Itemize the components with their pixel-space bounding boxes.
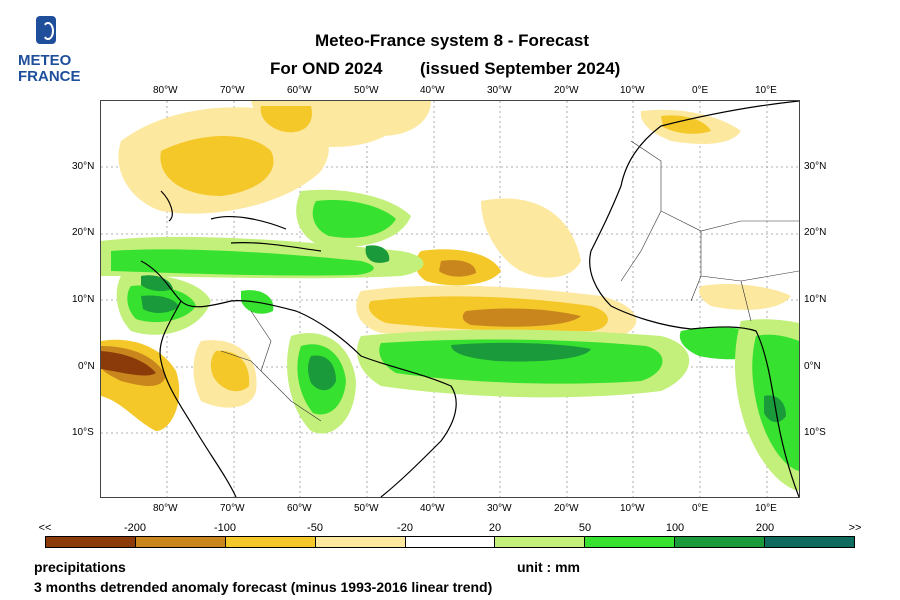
meteo-france-logo: METEO FRANCE: [16, 16, 86, 86]
logo-word-2: FRANCE: [18, 68, 81, 85]
lon-tick-top: 60°W: [287, 85, 312, 96]
dry-region: [351, 101, 431, 136]
dry-region: [260, 106, 312, 133]
wet-region: [451, 342, 591, 362]
lon-tick-top: 50°W: [354, 85, 379, 96]
lat-tick-right: 0°N: [804, 361, 821, 372]
dry-region: [160, 136, 274, 196]
legend-label: 200: [755, 522, 775, 534]
legend-label: -200: [123, 522, 147, 534]
dry-region: [481, 198, 581, 278]
lat-tick-left: 20°N: [72, 227, 95, 238]
legend-swatch: [225, 537, 316, 547]
americas-coast: [140, 190, 457, 498]
legend-swatch: [495, 537, 586, 547]
dry-region: [101, 351, 156, 376]
wet-region: [141, 295, 179, 313]
country-borders: [220, 140, 800, 422]
lat-tick-right: 10°N: [804, 294, 827, 305]
lon-tick-top: 70°W: [220, 85, 245, 96]
lon-tick-bottom: 70°W: [220, 503, 245, 514]
legend-label: <<: [38, 522, 52, 534]
unit-label: unit : mm: [517, 559, 580, 575]
legend-swatch: [405, 537, 496, 547]
legend-swatch: [315, 537, 406, 547]
dry-anomaly-regions: [101, 101, 791, 431]
legend-label: >>: [848, 522, 862, 534]
color-legend: [45, 536, 855, 548]
issued-date: (issued September 2024): [420, 59, 621, 78]
lat-tick-right: 20°N: [804, 227, 827, 238]
lon-tick-bottom: 10°E: [755, 503, 777, 514]
dry-region: [462, 308, 581, 327]
wet-region: [111, 249, 374, 276]
lon-tick-top: 40°W: [420, 85, 445, 96]
anomaly-map: [100, 100, 800, 498]
lon-tick-top: 0°E: [692, 85, 709, 96]
lat-tick-left: 0°N: [78, 361, 95, 372]
legend-label: 20: [488, 522, 502, 534]
chart-title: Meteo-France system 8 - Forecast: [315, 31, 589, 50]
description-label: 3 months detrended anomaly forecast (min…: [34, 579, 493, 595]
africa-coast: [589, 100, 800, 498]
wet-region: [365, 245, 390, 263]
anomaly-map-svg: [101, 100, 800, 498]
lon-tick-top: 80°W: [153, 85, 178, 96]
legend-swatch: [585, 537, 676, 547]
lon-tick-bottom: 50°W: [354, 503, 379, 514]
lon-tick-bottom: 20°W: [554, 503, 579, 514]
lon-tick-bottom: 80°W: [153, 503, 178, 514]
legend-label: 50: [578, 522, 592, 534]
lon-tick-bottom: 0°E: [692, 503, 709, 514]
lat-tick-left: 30°N: [72, 161, 95, 172]
lat-tick-right: 30°N: [804, 161, 827, 172]
lon-tick-bottom: 40°W: [420, 503, 445, 514]
lon-tick-top: 10°E: [755, 85, 777, 96]
lon-tick-bottom: 30°W: [487, 503, 512, 514]
logo-mark-icon: [36, 16, 56, 44]
africa-borders: [620, 140, 800, 322]
south-america-borders: [220, 310, 322, 422]
legend-label: -20: [397, 522, 413, 534]
wet-region: [764, 395, 786, 423]
lat-tick-left: 10°S: [72, 427, 94, 438]
variable-label: precipitations: [34, 559, 126, 575]
legend-label: 100: [665, 522, 685, 534]
lon-tick-bottom: 60°W: [287, 503, 312, 514]
legend-swatch: [675, 537, 766, 547]
lat-tick-right: 10°S: [804, 427, 826, 438]
wet-region: [379, 339, 663, 384]
lon-tick-bottom: 10°W: [620, 503, 645, 514]
legend-swatch: [46, 537, 136, 547]
dry-region: [661, 115, 711, 134]
legend-label: -50: [307, 522, 323, 534]
legend-label: -100: [213, 522, 237, 534]
legend-swatch: [765, 537, 855, 547]
forecast-period: For OND 2024: [270, 59, 383, 78]
wet-region: [308, 355, 336, 391]
legend-swatch: [135, 537, 226, 547]
lat-tick-left: 10°N: [72, 294, 95, 305]
lon-tick-top: 10°W: [620, 85, 645, 96]
dry-region: [210, 350, 250, 392]
logo-word-1: METEO: [18, 52, 72, 69]
lon-tick-top: 20°W: [554, 85, 579, 96]
wet-anomaly-regions: [101, 189, 799, 491]
wet-region: [141, 275, 173, 292]
dry-region: [439, 260, 476, 277]
wet-region: [312, 199, 396, 238]
coastlines: [140, 100, 800, 498]
lon-tick-top: 30°W: [487, 85, 512, 96]
